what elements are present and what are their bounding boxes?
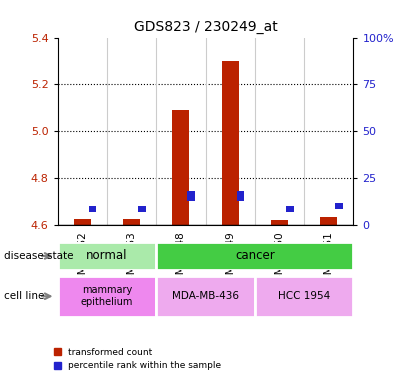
Bar [172, 110, 189, 225]
Bar [138, 206, 146, 212]
Legend: transformed count, percentile rank within the sample: transformed count, percentile rank withi… [54, 348, 222, 370]
Bar [286, 206, 294, 212]
Bar [89, 206, 97, 212]
Bar [156, 242, 353, 270]
Bar [237, 191, 245, 201]
Bar [123, 219, 140, 225]
Bar [222, 61, 239, 225]
Text: MDA-MB-436: MDA-MB-436 [172, 291, 239, 301]
Bar [156, 276, 255, 317]
Bar [255, 276, 353, 317]
Text: mammary
epithelium: mammary epithelium [81, 285, 133, 307]
Text: cancer: cancer [235, 249, 275, 262]
Text: HCC 1954: HCC 1954 [278, 291, 330, 301]
Bar [187, 191, 195, 201]
Bar [58, 276, 156, 317]
Bar [74, 219, 91, 225]
Bar [320, 217, 337, 225]
Bar [271, 220, 288, 225]
Bar [58, 242, 156, 270]
Text: cell line: cell line [4, 291, 44, 301]
Text: disease state: disease state [4, 251, 74, 261]
Bar [335, 202, 343, 209]
Title: GDS823 / 230249_at: GDS823 / 230249_at [134, 20, 277, 34]
Text: normal: normal [86, 249, 127, 262]
